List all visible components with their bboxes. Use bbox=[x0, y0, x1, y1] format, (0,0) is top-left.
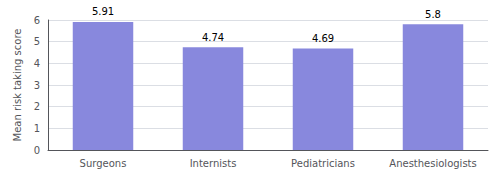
svg-text:Surgeons: Surgeons bbox=[80, 158, 127, 169]
svg-text:Mean risk taking score: Mean risk taking score bbox=[12, 29, 23, 142]
svg-text:5.91: 5.91 bbox=[92, 6, 114, 17]
svg-text:Pediatricians: Pediatricians bbox=[291, 158, 355, 169]
svg-text:Internists: Internists bbox=[190, 158, 237, 169]
svg-text:Anesthesiologists: Anesthesiologists bbox=[389, 158, 476, 169]
svg-text:5: 5 bbox=[34, 36, 40, 47]
svg-text:2: 2 bbox=[34, 101, 40, 112]
svg-text:4: 4 bbox=[34, 58, 40, 69]
svg-text:3: 3 bbox=[34, 80, 40, 91]
svg-text:4.69: 4.69 bbox=[312, 33, 334, 44]
svg-text:4.74: 4.74 bbox=[202, 32, 224, 43]
svg-text:0: 0 bbox=[34, 145, 40, 156]
svg-text:6: 6 bbox=[34, 15, 40, 26]
svg-text:5.8: 5.8 bbox=[425, 9, 441, 20]
svg-text:1: 1 bbox=[34, 123, 40, 134]
